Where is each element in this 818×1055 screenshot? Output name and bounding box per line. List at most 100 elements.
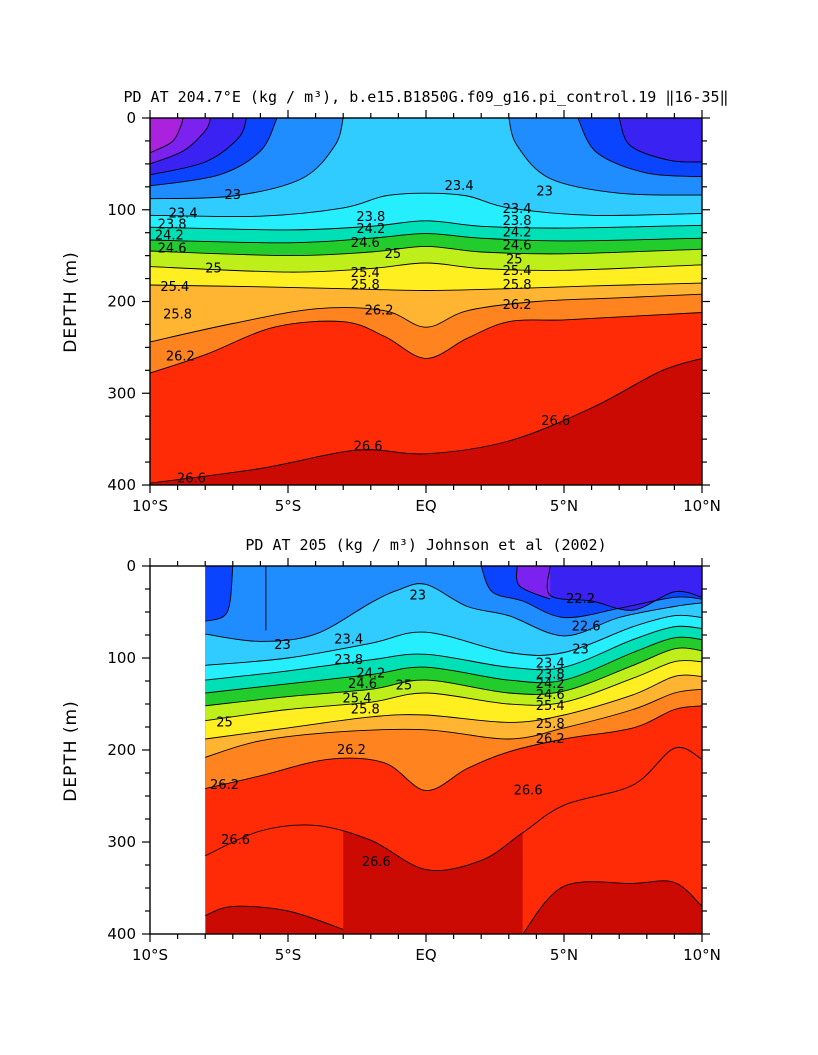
y-tick-label: 200: [107, 741, 136, 759]
contour-label: 23: [572, 643, 589, 658]
contour-line: [205, 614, 702, 666]
contour-label: 26.2: [210, 778, 239, 793]
x-tick-label: 5°N: [550, 497, 578, 515]
contour-line: [205, 625, 702, 681]
y-tick-label: 100: [107, 201, 136, 219]
contour-line: [205, 660, 702, 722]
contour-line: [150, 118, 248, 176]
contour-label: 23.4: [334, 633, 363, 648]
contour-line: [618, 118, 702, 163]
contour-label: 25: [205, 261, 222, 276]
contour-label: 24.2: [155, 228, 184, 243]
y-tick-label: 200: [107, 293, 136, 311]
contour-label: 25.8: [536, 717, 565, 732]
contour-label: 25.4: [536, 699, 565, 714]
contour-line: [150, 233, 702, 244]
contour-label: 24.6: [536, 688, 565, 703]
contour-line: [205, 674, 702, 740]
contour-line: [205, 746, 702, 871]
contour-label: 24.6: [158, 241, 187, 256]
contour-label: 25.8: [503, 278, 532, 293]
contour-line: [522, 880, 702, 934]
contour-label: 26.2: [536, 732, 565, 747]
bottom-y-axis-label: DEPTH (m): [61, 700, 81, 801]
contour-label: 23.8: [536, 668, 565, 683]
top-panel-title: PD AT 204.7°E (kg / m³), b.e15.B1850G.f0…: [123, 88, 728, 106]
x-tick-label: EQ: [415, 497, 436, 515]
contour-line: [150, 118, 278, 187]
bottom-density-section-panel: PD AT 205 (kg / m³) Johnson et al (2002)…: [61, 536, 721, 964]
contour-label: 26.6: [541, 414, 570, 429]
contour-label: 26.6: [514, 783, 543, 798]
contour-label: 25: [385, 247, 402, 262]
contour-line: [150, 118, 344, 200]
y-tick-label: 0: [126, 109, 136, 127]
bottom-panel-title: PD AT 205 (kg / m³) Johnson et al (2002): [245, 536, 606, 554]
contour-label: 23: [274, 638, 291, 653]
contour-label: 24.6: [348, 677, 377, 692]
contour-line: [150, 192, 702, 218]
contour-label: 25.4: [351, 266, 380, 281]
contour-label: 23: [536, 184, 553, 199]
contour-label: 26.2: [337, 743, 366, 758]
contour-label: 23.4: [536, 657, 565, 672]
fill-region: [547, 566, 702, 611]
contour-label: 23: [409, 588, 426, 603]
y-tick-label: 400: [107, 925, 136, 943]
x-tick-label: 10°N: [683, 946, 721, 964]
contour-line: [508, 118, 702, 196]
contour-line: [205, 688, 702, 758]
contour-label: 23.4: [169, 206, 198, 221]
top-density-section-panel: PD AT 204.7°E (kg / m³), b.e15.B1850G.f0…: [61, 88, 729, 515]
contour-line: [150, 357, 702, 484]
contour-label: 23.8: [503, 214, 532, 229]
contour-label: 25.8: [351, 703, 380, 718]
x-tick-label: 5°S: [275, 946, 302, 964]
contour-line: [546, 566, 702, 611]
contour-label: 24.6: [351, 236, 380, 251]
x-tick-label: 5°S: [275, 497, 302, 515]
contour-line: [480, 566, 702, 619]
fill-region: [150, 118, 184, 153]
contour-label: 25.8: [351, 278, 380, 293]
fill-region: [516, 566, 551, 600]
contour-label: 24.2: [356, 222, 385, 237]
contour-label: 26.2: [166, 350, 195, 365]
contour-label: 26.6: [177, 472, 206, 487]
contour-line: [150, 293, 702, 343]
contour-label: 23.4: [503, 202, 532, 217]
contour-label: 23: [225, 188, 242, 203]
contour-line: [205, 705, 702, 791]
contour-label: 23.4: [445, 179, 474, 194]
contour-label: 26.2: [365, 304, 394, 319]
contour-line: [150, 118, 212, 165]
fill-region: [205, 566, 233, 622]
contour-label: 23.8: [334, 653, 363, 668]
contour-label: 24.2: [503, 226, 532, 241]
contour-label: 25.8: [163, 307, 192, 322]
contour-label: 25.4: [503, 264, 532, 279]
contour-label: 26.6: [221, 833, 250, 848]
y-tick-label: 0: [126, 557, 136, 575]
contour-line: [150, 312, 702, 374]
contour-line: [205, 566, 234, 622]
y-tick-label: 100: [107, 649, 136, 667]
contour-label: 25: [216, 715, 233, 730]
contour-label: 25: [396, 679, 413, 694]
contour-label: 22.6: [572, 620, 601, 635]
y-tick-label: 300: [107, 833, 136, 851]
x-tick-label: 5°N: [550, 946, 578, 964]
contour-line: [205, 583, 702, 642]
x-tick-label: EQ: [415, 946, 436, 964]
contour-label: 23.8: [356, 210, 385, 225]
y-tick-label: 400: [107, 476, 136, 494]
y-tick-label: 300: [107, 384, 136, 402]
contour-line: [205, 636, 702, 694]
contour-field: 23 22.222.623 2323.423.423.823.824.224.224…: [205, 566, 702, 934]
contour-label: 24.6: [503, 239, 532, 254]
contour-label: 23.8: [158, 217, 187, 232]
contour-line: [150, 220, 702, 231]
contour-label: 26.2: [503, 298, 532, 313]
contour-label: 25.4: [160, 280, 189, 295]
